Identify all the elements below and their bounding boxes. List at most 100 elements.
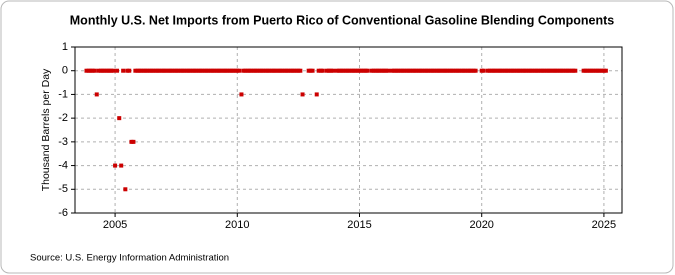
- point: [113, 163, 118, 168]
- point: [267, 68, 272, 73]
- point: [117, 116, 122, 121]
- y-tick-label: -2: [58, 112, 68, 124]
- y-tick-label: -3: [58, 136, 68, 148]
- point: [573, 68, 578, 73]
- point: [457, 68, 462, 73]
- point: [131, 139, 136, 144]
- point: [194, 68, 199, 73]
- x-tick-label: 2020: [469, 219, 493, 231]
- point: [481, 68, 486, 73]
- point: [591, 68, 596, 73]
- point: [365, 68, 370, 73]
- point: [603, 68, 608, 73]
- y-tick-label: -5: [58, 183, 68, 195]
- point: [273, 68, 278, 73]
- point: [463, 68, 468, 73]
- point: [359, 68, 364, 73]
- point: [451, 68, 456, 73]
- point: [249, 68, 254, 73]
- point: [243, 68, 248, 73]
- y-axis-label: Thousand Barrels per Day: [40, 68, 52, 191]
- point: [225, 68, 230, 73]
- point: [518, 68, 523, 73]
- point: [188, 68, 193, 73]
- point: [212, 68, 217, 73]
- y-tick-label: -4: [58, 159, 68, 171]
- x-tick-label: 2005: [103, 219, 127, 231]
- point: [493, 68, 498, 73]
- y-tick-label: 0: [62, 65, 68, 77]
- point: [280, 68, 285, 73]
- point: [239, 92, 244, 97]
- point: [506, 68, 511, 73]
- point: [536, 68, 541, 73]
- point: [127, 68, 132, 73]
- point: [94, 92, 99, 97]
- point: [554, 68, 559, 73]
- point: [383, 68, 388, 73]
- point: [298, 68, 303, 73]
- point: [585, 68, 590, 73]
- point: [512, 68, 517, 73]
- point: [108, 68, 113, 73]
- point: [255, 68, 260, 73]
- point: [597, 68, 602, 73]
- point: [182, 68, 187, 73]
- point: [320, 68, 325, 73]
- point: [414, 68, 419, 73]
- point: [139, 68, 144, 73]
- point: [371, 68, 376, 73]
- point: [567, 68, 572, 73]
- point: [316, 68, 321, 73]
- point: [176, 68, 181, 73]
- point: [473, 68, 478, 73]
- point: [335, 68, 340, 73]
- y-tick-label: 1: [62, 41, 68, 53]
- plot-border: [74, 46, 623, 214]
- point: [133, 68, 138, 73]
- point: [438, 68, 443, 73]
- point: [499, 68, 504, 73]
- point: [377, 68, 382, 73]
- point: [92, 68, 97, 73]
- point: [123, 187, 128, 192]
- point: [200, 68, 205, 73]
- point: [331, 68, 336, 73]
- point: [102, 68, 107, 73]
- point: [396, 68, 401, 73]
- point: [444, 68, 449, 73]
- point: [231, 68, 236, 73]
- x-tick-label: 2015: [347, 219, 371, 231]
- point: [310, 68, 315, 73]
- point: [163, 68, 168, 73]
- point: [530, 68, 535, 73]
- point: [328, 68, 333, 73]
- point: [237, 68, 242, 73]
- point: [84, 68, 89, 73]
- point: [121, 68, 126, 73]
- point: [390, 68, 395, 73]
- point: [206, 68, 211, 73]
- source-note: Source: U.S. Energy Information Administ…: [30, 253, 229, 264]
- point: [347, 68, 352, 73]
- chart-title: Monthly U.S. Net Imports from Puerto Ric…: [70, 13, 615, 27]
- point: [115, 68, 120, 73]
- point: [111, 68, 116, 73]
- point: [487, 68, 492, 73]
- point: [420, 68, 425, 73]
- point: [292, 68, 297, 73]
- point: [218, 68, 223, 73]
- point: [170, 68, 175, 73]
- point: [548, 68, 553, 73]
- point: [145, 68, 150, 73]
- point: [353, 68, 358, 73]
- point: [542, 68, 547, 73]
- point: [524, 68, 529, 73]
- point: [90, 68, 95, 73]
- point: [119, 163, 124, 168]
- point: [151, 68, 156, 73]
- point: [426, 68, 431, 73]
